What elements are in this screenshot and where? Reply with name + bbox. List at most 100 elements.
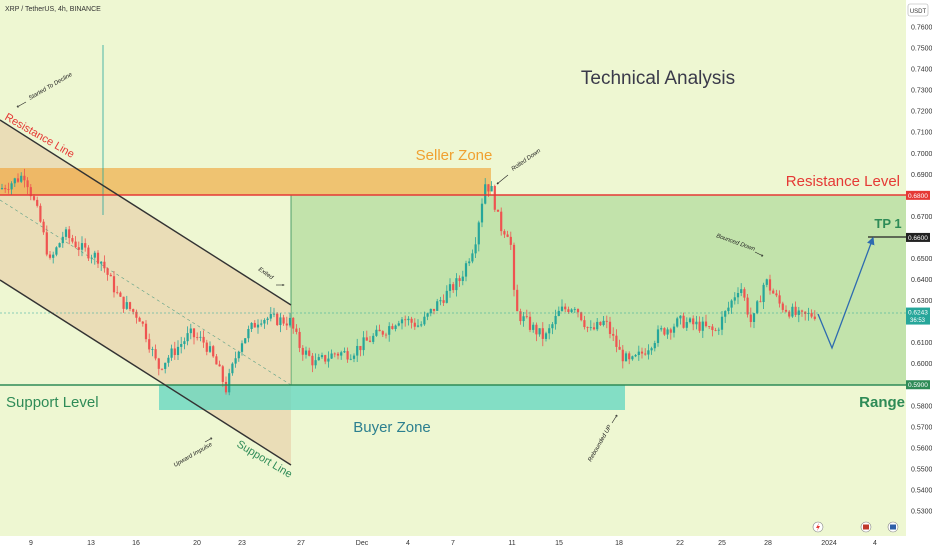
candle-body-73 [234,358,237,364]
candle-body-193 [618,346,621,350]
candle-body-213 [682,315,685,328]
candle-body-20 [64,229,68,237]
candle-body-67 [215,356,218,365]
candle-body-187 [599,321,602,326]
candle-body-158 [506,234,509,237]
candle-body-86 [276,313,279,326]
candle-body-44 [141,321,144,324]
price-tick-15: 0.5700 [911,424,932,431]
candle-body-110 [352,355,356,359]
support-trendline [0,279,292,466]
candle-body-168 [538,328,541,335]
candle-body-196 [628,353,631,360]
time-tick-6: Dec [356,540,369,547]
time-tick-1: 13 [87,540,95,547]
candle-body-215 [688,318,692,323]
candle-body-152 [487,184,490,192]
price-axis[interactable]: 0.7600 0.7500 0.7400 0.7300 0.7200 0.7100 0.70… [911,25,932,516]
bounced-down-arrow [754,251,763,256]
candle-body-26 [84,243,87,248]
time-tick-12: 22 [676,540,684,547]
candle-body-227 [727,307,730,312]
candle-body-245 [784,309,788,312]
candle-body-51 [164,362,167,369]
candle-body-76 [244,338,247,344]
price-tick-6: 0.7000 [911,151,932,158]
price-tag-1 [906,232,930,242]
candle-body-93 [298,331,301,348]
candle-body-174 [557,310,560,316]
candle-body-79 [253,322,256,328]
price-tick-10: 0.6400 [911,277,932,284]
price-tag-0 [906,190,930,200]
time-tick-0: 9 [29,540,33,547]
candle-body-207 [663,328,666,335]
price-tag-value-0: 0.6800 [908,193,928,200]
candle-body-171 [548,328,551,334]
started-to-decline-arrow [17,101,27,107]
candle-body-165 [528,316,532,330]
candle-body-37 [119,292,122,297]
candle-body-159 [509,236,512,245]
candle-body-143 [458,278,461,282]
symbol-line: XRP / TetherUS, 4h, BINANCE [5,6,101,13]
time-axis[interactable]: 9 13 16 20 23 27 Dec 4 7 11 15 18 22 25 28 2024 4 [29,540,877,547]
candle-body-17 [55,247,58,255]
candle-body-24 [77,247,80,250]
candle-body-241 [772,290,775,294]
candle-body-166 [532,324,535,330]
candle-body-113 [362,337,365,351]
candle-body-92 [295,328,298,332]
price-tick-14: 0.5800 [911,403,932,410]
candle-body-182 [583,320,586,328]
price-tick-13: 0.6000 [911,361,932,368]
time-tick-14: 28 [764,540,772,547]
candle-body-47 [151,349,154,350]
candle-body-77 [247,328,250,339]
candle-body-2 [7,189,10,191]
candle-body-134 [429,308,432,314]
candle-body-148 [474,244,477,254]
resistance-trendline [0,119,292,306]
candle-body-125 [400,319,404,324]
currency-badge[interactable] [907,3,929,17]
candle-body-172 [551,324,554,329]
candle-body-246 [788,311,791,317]
candle-body-244 [781,303,784,310]
candle-body-137 [439,300,442,302]
candle-body-192 [615,335,618,347]
time-tick-9: 11 [508,540,515,547]
candle-body-103 [330,353,333,359]
candle-body-230 [736,293,740,298]
candle-body-41 [132,309,135,312]
candle-body-189 [605,320,608,322]
candle-body-14 [45,232,48,255]
candle-body-128 [410,318,413,323]
candle-body-109 [349,358,352,360]
candle-body-69 [221,366,224,382]
candle-body-117 [375,329,378,336]
candle-body-75 [240,343,244,352]
candle-body-105 [336,353,340,356]
candle-body-123 [394,325,397,329]
candle-body-183 [586,327,589,328]
candle-body-237 [759,301,762,303]
candle-body-39 [125,302,128,309]
candle-body-62 [199,336,202,338]
candle-body-96 [308,350,311,356]
candle-body-155 [496,209,500,212]
upward-impulse-arrow [204,438,212,443]
candle-body-52 [167,357,170,363]
projected-path [817,236,875,350]
candle-body-60 [192,328,196,338]
candle-body-10 [32,196,36,200]
candle-body-54 [173,348,176,356]
price-tick-2: 0.7400 [911,67,932,74]
flash-icon-glyph [816,523,820,531]
candle-body-12 [39,205,42,222]
candle-body-30 [96,252,100,264]
candle-body-250 [800,310,804,312]
candle-body-142 [455,278,458,291]
